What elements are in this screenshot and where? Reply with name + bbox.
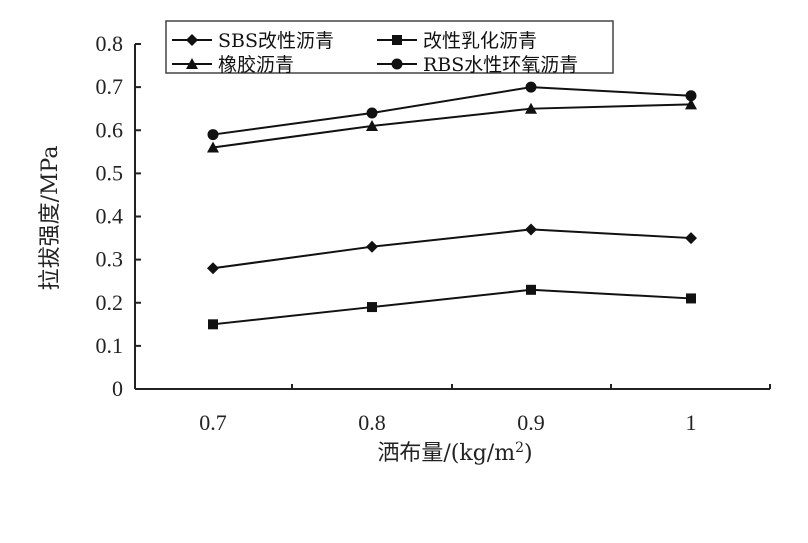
diamond-marker-icon	[366, 240, 378, 253]
diamond-marker-icon	[525, 223, 537, 236]
legend-item: 橡胶沥青	[172, 54, 294, 76]
square-marker-icon	[686, 293, 696, 304]
y-tick-label: 0	[112, 376, 123, 401]
legend-label: 橡胶沥青	[218, 54, 294, 76]
y-tick-label: 0.7	[96, 74, 124, 99]
x-tick-label: 0.8	[358, 410, 386, 435]
x-axis-title: 洒布量/(kg/m2)	[377, 440, 532, 466]
data-series	[207, 98, 697, 153]
diamond-marker-icon	[207, 262, 219, 275]
series-line	[212, 228, 692, 270]
triangle-marker-icon	[186, 58, 198, 69]
square-marker-icon	[526, 284, 536, 295]
series-line	[212, 288, 692, 326]
triangle-marker-icon	[525, 102, 537, 114]
y-tick-label: 0.8	[96, 31, 124, 56]
y-tick-label: 0.4	[96, 204, 124, 229]
legend-label: RBS水性环氧沥青	[423, 54, 578, 76]
data-series	[207, 81, 697, 141]
legend-label: 改性乳化沥青	[423, 30, 537, 52]
legend-item: 改性乳化沥青	[377, 30, 537, 52]
circle-marker-icon	[391, 58, 403, 70]
y-tick-label: 0.3	[96, 247, 124, 272]
square-marker-icon	[392, 35, 402, 45]
y-tick-label: 0.2	[96, 290, 124, 315]
axes: 0 0.1 0.2 0.3 0.4 0.5 0.6 0.7 0.8 0.7 0.8 0.9 1	[96, 31, 771, 435]
triangle-marker-icon	[366, 119, 378, 131]
x-tick-label: 0.9	[517, 410, 545, 435]
triangle-marker-icon	[207, 141, 219, 153]
diamond-marker-icon	[685, 232, 697, 245]
legend-label: SBS改性沥青	[218, 30, 334, 52]
diamond-marker-icon	[186, 34, 198, 46]
y-axis-title: 拉拔强度/MPa	[38, 146, 63, 291]
circle-marker-icon	[366, 107, 378, 119]
series-group	[207, 81, 697, 330]
series-line	[212, 86, 692, 136]
y-tick-label: 0.5	[96, 160, 124, 185]
square-marker-icon	[208, 319, 218, 330]
series-line	[212, 103, 692, 149]
square-marker-icon	[367, 302, 377, 313]
circle-marker-icon	[685, 90, 697, 102]
circle-marker-icon	[207, 129, 219, 141]
x-tick-label: 0.7	[199, 410, 227, 435]
x-tick-label: 1	[686, 410, 697, 435]
legend-item: RBS水性环氧沥青	[377, 54, 578, 76]
y-tick-label: 0.6	[96, 117, 124, 142]
data-series	[207, 223, 697, 275]
legend-item: SBS改性沥青	[172, 30, 334, 52]
y-tick-label: 0.1	[96, 333, 124, 358]
circle-marker-icon	[525, 81, 537, 93]
data-series	[208, 284, 696, 330]
triangle-marker-icon	[685, 98, 697, 110]
